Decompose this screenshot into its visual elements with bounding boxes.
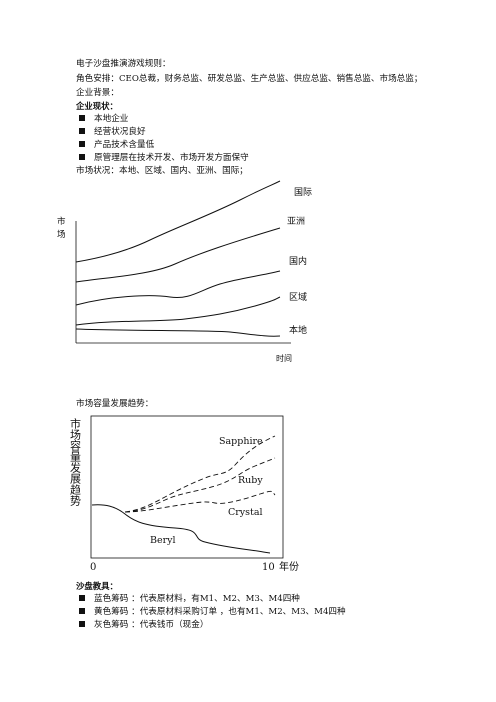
market-x-label: 时间 [276,353,292,363]
curve-domestic [75,270,281,306]
label-regional: 区域 [289,291,307,303]
curve-regional [75,296,281,326]
capacity-diagram: 市场容量发展趋势 0 10 年份 Sapphire Ruby Crystal B… [69,415,299,573]
capacity-y-label: 市场容量发展趋势 [69,417,82,506]
capacity-x-unit: 年份 [279,560,299,573]
curve-international [75,180,281,263]
capacity-heading: 市场容量发展趋势： [76,399,154,409]
label-ruby: Ruby [238,475,263,486]
square-bullet-icon [79,128,85,134]
doc-title: 电子沙盘推演游戏规则： [76,59,171,69]
square-bullet-icon [79,608,85,614]
curve-asia [75,227,281,283]
background-line: 企业背景： [76,88,119,98]
status-item: 经营状况良好 [79,126,146,138]
curve-beryl [91,504,271,554]
curve-ruby [124,457,276,513]
capacity-x-start: 0 [90,562,96,573]
square-bullet-icon [79,621,85,627]
status-item: 本地企业 [79,113,128,125]
market-diagram: 市场 时间 国际 亚洲 国内 区域 本地 [57,180,312,363]
market-status-line: 市场状况：本地、区域、国内、亚洲、国际； [76,166,248,176]
market-y-label: 市场 [57,216,66,240]
curve-local [75,328,281,337]
label-international: 国际 [294,187,312,198]
status-heading: 企业现状： [76,101,118,111]
status-item: 产品技术含量低 [79,139,154,151]
label-beryl: Beryl [150,535,176,546]
roles-line: 角色安排：CEO总裁，财务总监、研发总监、生产总监、供应总监、销售总监、市场总监… [76,74,423,84]
status-item: 原管理层在技术开发、市场开发方面保守 [79,152,249,164]
square-bullet-icon [79,115,85,121]
capacity-frame [90,415,284,559]
curve-crystal [124,490,276,513]
label-sapphire: Sapphire [219,436,263,447]
label-crystal: Crystal [228,507,263,518]
square-bullet-icon [79,141,85,147]
label-asia: 亚洲 [287,216,305,227]
square-bullet-icon [79,154,85,160]
tools-heading: 沙盘教具： [76,581,118,591]
label-domestic: 国内 [289,255,307,267]
tools-item: 蓝色筹码 ：代表原材料，有M1、M2、M3、M4四种 [79,593,300,605]
label-local: 本地 [289,324,307,336]
tools-item: 黄色筹码 ：代表原材料采购订单 ，也有M1、M2、M3、M4四种 [79,606,346,618]
capacity-x-end: 10 [262,562,275,573]
square-bullet-icon [79,595,85,601]
tools-item: 灰色筹码 ：代表钱币（现金） [79,619,208,631]
curve-sapphire [124,435,276,513]
